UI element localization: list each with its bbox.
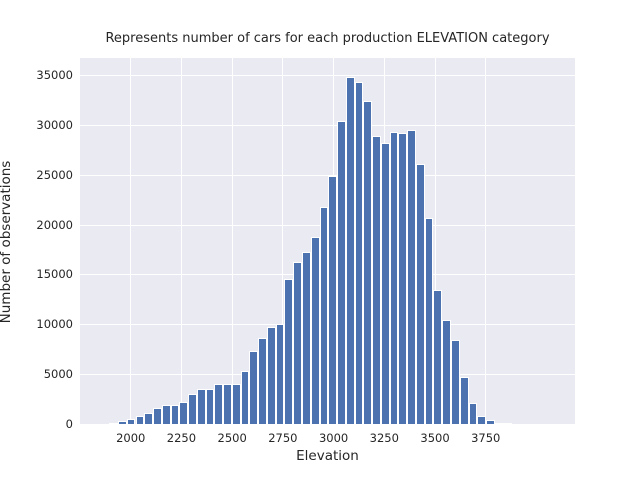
histogram-bar <box>214 384 224 424</box>
x-tick-label: 3750 <box>471 431 501 445</box>
y-tick-label: 25000 <box>36 167 73 182</box>
y-gridline <box>80 125 575 127</box>
histogram-bar <box>354 82 364 424</box>
histogram-bar <box>249 350 259 424</box>
x-tick-label: 3000 <box>318 431 349 445</box>
histogram-bar <box>486 420 495 424</box>
histogram-bar <box>293 262 302 424</box>
y-gridline <box>80 75 575 77</box>
histogram-bar <box>389 131 399 424</box>
y-tick-label: 5000 <box>43 366 73 381</box>
histogram-bar <box>109 422 118 424</box>
histogram-bar <box>266 327 276 424</box>
histogram-bar <box>459 377 469 424</box>
histogram-bar <box>337 120 346 424</box>
histogram-bar <box>398 132 408 424</box>
histogram-bar <box>170 404 180 424</box>
y-tick-label: 0 <box>65 416 73 431</box>
y-tick-label: 10000 <box>36 317 73 332</box>
x-axis-label: Elevation <box>296 448 359 464</box>
x-gridline <box>180 58 182 424</box>
histogram-bar <box>231 384 241 424</box>
histogram-bar <box>477 415 487 424</box>
y-gridline <box>80 174 575 176</box>
x-tick-label: 2000 <box>116 431 146 445</box>
x-tick-label: 2500 <box>217 431 247 445</box>
plot-area <box>80 58 575 424</box>
histogram-bar <box>363 100 373 424</box>
histogram-bar <box>302 252 311 424</box>
histogram-bar <box>161 405 171 424</box>
y-tick-label: 15000 <box>36 267 73 282</box>
histogram-bar <box>144 412 154 424</box>
histogram-bar <box>188 394 197 424</box>
histogram-bar <box>117 420 127 424</box>
y-tick-label: 20000 <box>36 217 73 232</box>
histogram-bar <box>240 371 250 424</box>
y-tick-label: 30000 <box>36 118 73 133</box>
histogram-bar <box>126 419 136 424</box>
histogram-bar <box>407 130 416 424</box>
histogram-bar <box>258 338 267 424</box>
histogram-bar <box>319 206 329 424</box>
histogram-bar <box>468 403 478 424</box>
histogram-bar <box>179 401 189 424</box>
histogram-bar <box>424 218 434 424</box>
chart-title: Represents number of cars for each produ… <box>105 31 550 46</box>
x-gridline <box>231 58 233 424</box>
histogram-bar <box>153 408 162 424</box>
histogram-bar <box>275 323 285 424</box>
x-gridline <box>485 58 487 424</box>
y-axis-label: Number of observations <box>0 160 14 324</box>
x-gridline <box>282 58 284 424</box>
x-tick-label: 2750 <box>268 431 298 445</box>
y-tick-label: 35000 <box>36 68 73 83</box>
histogram-bar <box>503 423 513 424</box>
x-gridline <box>130 58 132 424</box>
histogram-bar <box>380 143 390 424</box>
histogram-bar <box>284 279 294 424</box>
histogram-bar <box>372 136 381 424</box>
histogram-bar <box>223 383 232 424</box>
histogram-bar <box>451 340 460 424</box>
histogram-bar <box>135 416 145 424</box>
histogram-bar <box>205 388 215 424</box>
x-tick-label: 3250 <box>369 431 399 445</box>
histogram-bar <box>196 388 206 424</box>
x-tick-label: 2250 <box>166 431 197 445</box>
x-tick-label: 3500 <box>420 431 450 445</box>
histogram-bar <box>433 289 443 424</box>
histogram-bar <box>328 175 338 424</box>
x-gridline <box>434 58 436 424</box>
histogram-bar <box>494 422 504 424</box>
histogram-bar <box>442 319 451 424</box>
histogram-bar <box>310 236 320 424</box>
histogram-bar <box>415 164 425 424</box>
histogram-bar <box>345 76 355 424</box>
